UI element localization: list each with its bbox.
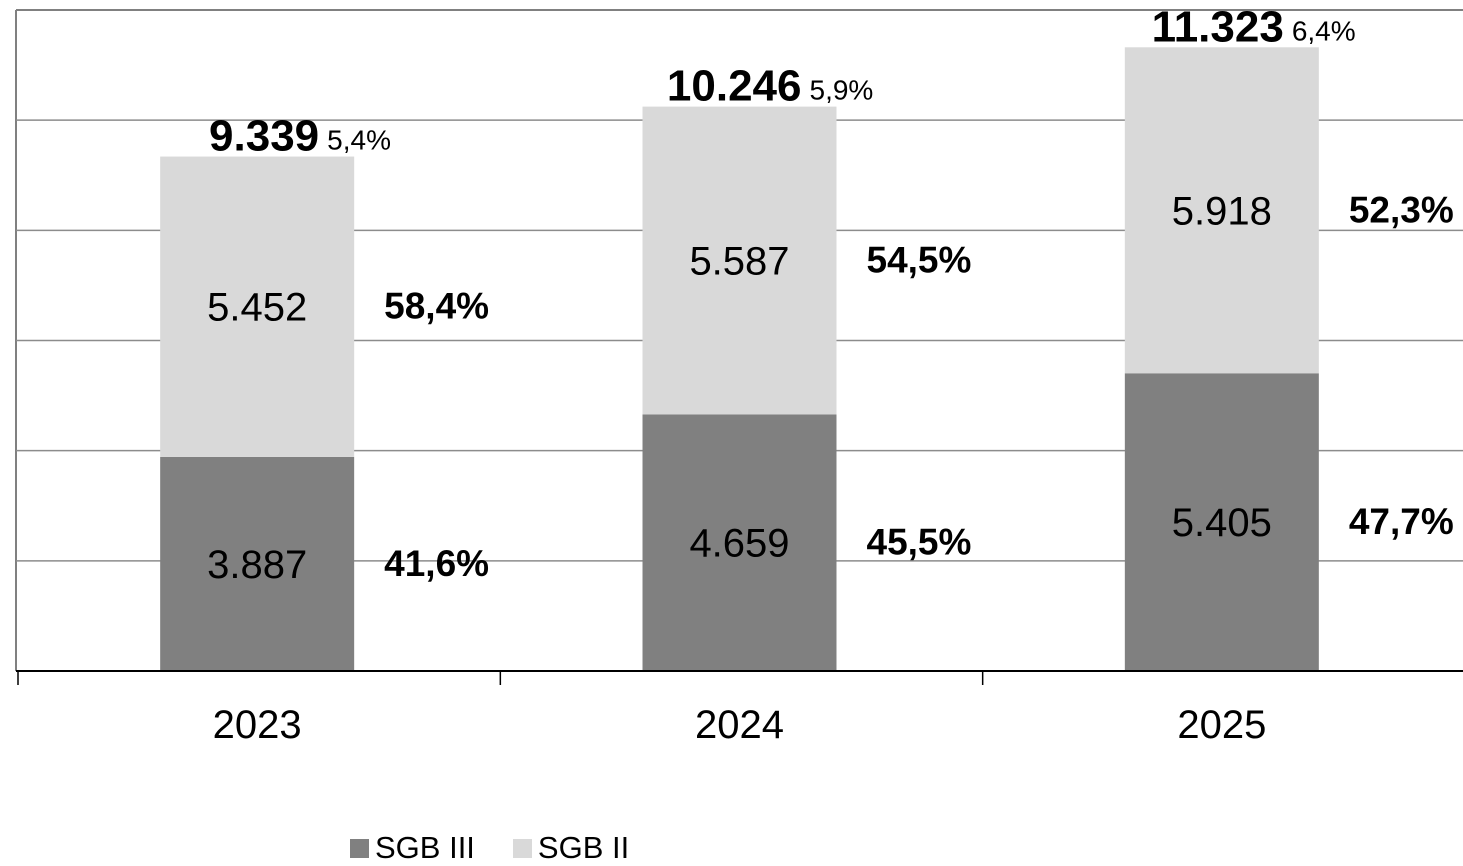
bar-sgb-iii [642,414,837,671]
bar-sgb-ii [1124,47,1319,374]
share-label-sgb-iii: 45,5% [867,522,972,563]
bar-sgb-ii [642,106,837,415]
data-label-sgb-iii: 5.405 [1172,501,1272,545]
total-label: 9.339 [209,112,319,161]
x-tick-label: 2025 [1177,703,1266,747]
data-label-sgb-iii: 4.659 [689,522,789,566]
total-change-label: 5,9% [810,75,874,106]
legend-swatch-sgb-ii [512,838,532,858]
total-label: 11.323 [1152,2,1284,51]
bar-sgb-iii [1124,373,1319,671]
bar-sgb-iii [160,456,355,671]
share-label-sgb-iii: 41,6% [384,543,489,584]
bar-sgb-ii [160,156,355,457]
total-change-label: 6,4% [1292,15,1356,46]
legend-label-sgb-iii: SGB III [375,830,475,865]
x-tick-label: 2024 [695,703,784,747]
share-label-sgb-ii: 58,4% [384,286,489,327]
share-label-sgb-iii: 47,7% [1349,501,1454,542]
data-label-sgb-iii: 3.887 [207,543,307,587]
data-label-sgb-ii: 5.452 [207,286,307,330]
total-label: 10.246 [667,62,802,111]
legend-item-sgb-ii: SGB II [512,830,630,866]
legend-label-sgb-ii: SGB II [537,830,630,865]
total-change-label: 5,4% [327,125,391,156]
share-label-sgb-ii: 52,3% [1349,189,1454,230]
legend: SGB III SGB II [350,830,667,866]
data-label-sgb-ii: 5.587 [689,239,789,283]
share-label-sgb-ii: 54,5% [867,239,972,280]
legend-item-sgb-iii: SGB III [350,830,475,866]
data-label-sgb-ii: 5.918 [1172,189,1272,233]
legend-swatch-sgb-iii [350,838,369,858]
x-tick-label: 2023 [213,703,302,747]
